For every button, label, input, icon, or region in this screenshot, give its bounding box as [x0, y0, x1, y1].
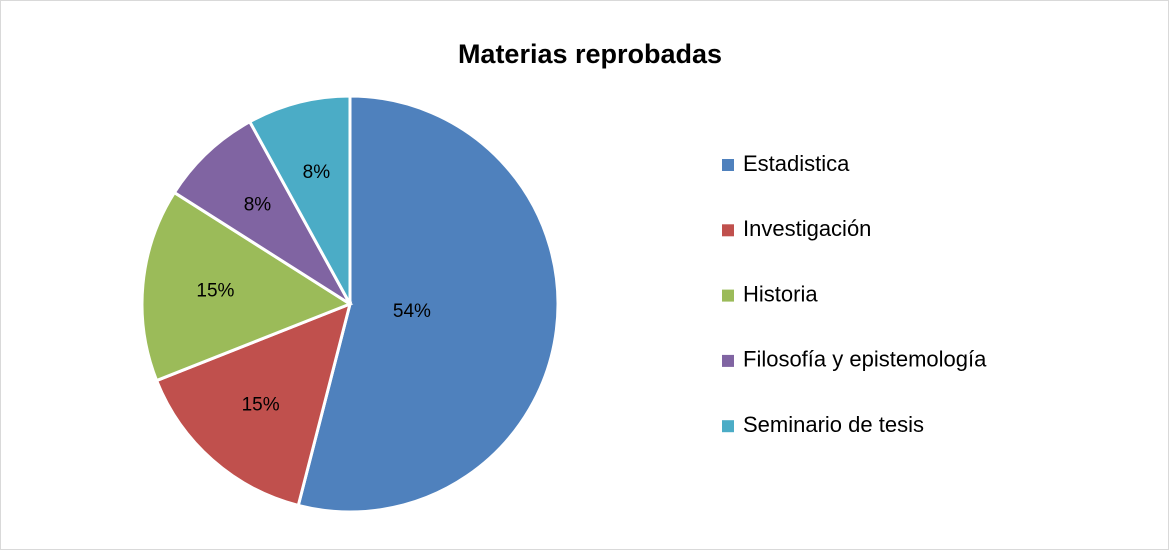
legend-label: Seminario de tesis	[743, 412, 924, 437]
legend-label: Historia	[743, 281, 818, 306]
legend-swatch	[722, 354, 734, 367]
pie-slice	[247, 94, 352, 305]
data-label: 15%	[196, 280, 234, 301]
legend-swatch	[722, 159, 734, 171]
data-label: 8%	[244, 194, 272, 215]
legend-swatch	[722, 224, 734, 237]
pie-slice	[172, 119, 352, 306]
data-label: 54%	[393, 301, 431, 322]
legend-label: Investigación	[743, 216, 871, 241]
legend-label: Estadistica	[743, 151, 850, 176]
data-label: 15%	[242, 394, 280, 415]
legend-label: Filosofía y epistemología	[743, 347, 987, 372]
chart-title: Materias reprobadas	[458, 39, 722, 69]
pie-slice	[296, 94, 560, 514]
legend-swatch	[722, 289, 734, 302]
pie-slice	[154, 301, 353, 508]
legend-swatch	[722, 420, 734, 433]
pie-slice	[140, 190, 354, 383]
data-label: 8%	[303, 162, 331, 183]
